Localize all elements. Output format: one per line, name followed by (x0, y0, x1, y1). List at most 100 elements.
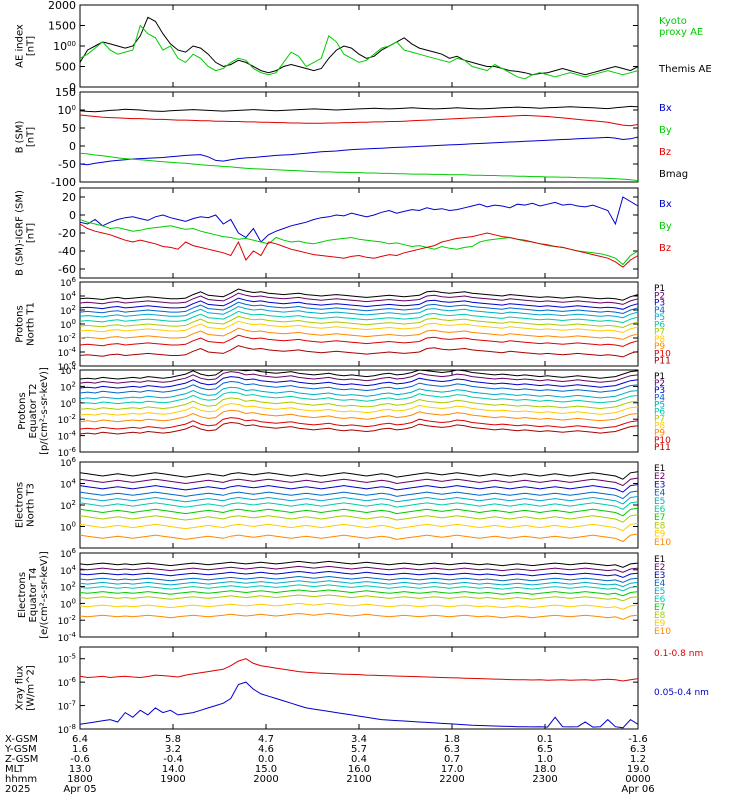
y-tick-label: 106 (60, 276, 76, 289)
legend-label: E2 (654, 472, 665, 482)
y-tick-label: 10-4 (58, 346, 77, 359)
series-line-9 (79, 533, 639, 543)
legend-label: P8 (654, 335, 665, 345)
series-line-9 (79, 612, 639, 620)
y-tick-label: 50 (62, 122, 76, 135)
series-line-8 (79, 327, 639, 340)
series-line-4 (79, 495, 639, 505)
legend-label: E9 (654, 530, 666, 540)
series-line-4 (79, 386, 639, 400)
y-axis-label: North T3 (26, 483, 37, 527)
series-line-1 (79, 371, 639, 384)
footer-cell: 0.4 (351, 754, 367, 765)
y-tick-label: 500 (55, 61, 76, 74)
footer-cell: 2200 (439, 774, 464, 785)
legend-label: E5 (654, 497, 665, 507)
y-axis-label: [nT] (26, 223, 37, 243)
legend-label: Bx (659, 103, 672, 114)
series-line-3 (79, 301, 639, 315)
footer-row-label: hhmm (5, 774, 37, 785)
y-tick-label: 10-7 (58, 700, 76, 713)
series-line-1 (79, 114, 639, 127)
footer-cell: 6.5 (537, 744, 553, 755)
footer-row-label: Z-GSM (5, 754, 38, 765)
footer-cell: 2000 (253, 774, 278, 785)
legend-label: P7 (654, 415, 665, 425)
y-axis-label: B (SM) (15, 120, 26, 153)
y-tick-label: 10-4 (58, 631, 77, 644)
legend-label: Bz (659, 147, 671, 158)
footer-cell: 4.6 (258, 744, 274, 755)
panel-bdiff: -60 -40 -20 0 20 B (SM)-IGRF (SM) [nT] Bx By Bz (15, 187, 672, 279)
y-tick-label: 102 (60, 304, 76, 317)
footer-cell: -0.6 (70, 754, 90, 765)
legend-label: Bz (659, 243, 671, 254)
y-axis-label: Protons (17, 392, 28, 429)
legend-label: By (659, 125, 672, 136)
y-tick-label: -20 (58, 227, 76, 240)
legend-label: E9 (654, 619, 666, 629)
y-tick-label: 1000 (53, 40, 76, 53)
series-line-3 (79, 380, 639, 394)
legend-label: P10 (654, 349, 671, 359)
legend-label: P6 (654, 320, 665, 330)
y-axis-label: [nT] (26, 36, 37, 56)
legend-label: E1 (654, 464, 665, 474)
panel-protE: 10-6 10-4 10-2 100 102 104 Protons Equator T2 [p… (17, 364, 671, 459)
footer-row-label: 2025 (5, 784, 30, 795)
footer-cell: 0.7 (444, 754, 460, 765)
legend-label: E3 (654, 480, 665, 490)
footer-cell: 5.8 (165, 734, 181, 745)
y-tick-label: 0 (69, 140, 76, 153)
legend-label: E10 (654, 538, 671, 548)
legend-label: P5 (654, 400, 665, 410)
footer-cell: 4.7 (258, 734, 274, 745)
y-tick-label: 10-6 (58, 446, 77, 459)
series-line-5 (79, 391, 639, 405)
series-line-0 (79, 471, 639, 480)
y-tick-label: -50 (58, 158, 76, 171)
legend-label: E2 (654, 563, 665, 573)
series-line-0 (79, 369, 639, 380)
footer-cell: 6.3 (444, 744, 460, 755)
series-line-6 (79, 589, 639, 597)
y-axis-label: North T1 (26, 302, 37, 346)
series-line-2 (79, 136, 639, 166)
footer-cell: 0.0 (258, 754, 274, 765)
legend-label: P11 (654, 443, 671, 453)
series-line-3 (79, 152, 639, 182)
legend-label: E10 (654, 627, 671, 637)
series-line-5 (79, 501, 639, 510)
legend-label: P2 (654, 291, 665, 301)
footer-cell: 6.3 (630, 744, 646, 755)
series-line-5 (79, 310, 639, 324)
y-tick-label: 2000 (48, 0, 76, 12)
legend-label: E7 (654, 513, 665, 523)
y-tick-label: 104 (60, 564, 76, 577)
footer-cell: 1800 (67, 774, 92, 785)
legend-label: P1 (654, 284, 665, 294)
footer-cell: 1900 (160, 774, 185, 785)
footer-row-label: Y-GSM (4, 744, 37, 755)
y-axis-label: Electrons (17, 572, 28, 618)
y-tick-label: 10-2 (58, 413, 76, 426)
series-line-0 (79, 560, 639, 568)
legend-label: E4 (654, 489, 666, 499)
footer-cell: 1.8 (444, 734, 460, 745)
series-line-9 (79, 417, 639, 430)
legend-label: E6 (654, 595, 666, 605)
legend-label: P9 (654, 342, 665, 352)
y-tick-label: 106 (60, 456, 76, 469)
legend-label: E6 (654, 505, 666, 515)
footer-row-label: X-GSM (5, 734, 38, 745)
y-tick-label: 0 (69, 81, 76, 94)
series-line-0 (79, 105, 639, 113)
series-line-4 (79, 580, 639, 588)
legend-label: E5 (654, 587, 665, 597)
legend-label: P11 (654, 357, 671, 367)
y-tick-label: -40 (58, 245, 76, 258)
series-line-3 (79, 575, 639, 583)
